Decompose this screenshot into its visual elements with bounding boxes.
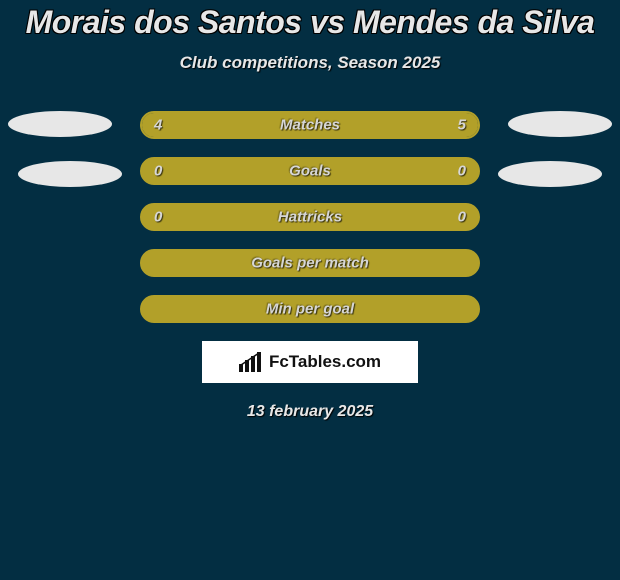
decor-ellipse-left-2 xyxy=(18,161,122,187)
vs-separator: vs xyxy=(310,4,353,40)
stat-value-right: 0 xyxy=(458,163,466,180)
stat-label: Min per goal xyxy=(142,301,478,318)
page-title: Morais dos Santos vs Mendes da Silva xyxy=(0,4,620,41)
logo-text: FcTables.com xyxy=(269,352,381,372)
stat-value-left: 4 xyxy=(154,117,162,134)
stat-value-left: 0 xyxy=(154,209,162,226)
stat-row: 45Matches xyxy=(140,111,480,139)
player-right-name: Mendes da Silva xyxy=(353,4,594,40)
date-label: 13 february 2025 xyxy=(0,403,620,421)
stat-rows: 45Matches00Goals00HattricksGoals per mat… xyxy=(140,111,480,323)
stat-row: Goals per match xyxy=(140,249,480,277)
fctables-logo[interactable]: FcTables.com xyxy=(202,341,418,383)
stat-value-right: 5 xyxy=(458,117,466,134)
decor-ellipse-left-1 xyxy=(8,111,112,137)
stat-row: Min per goal xyxy=(140,295,480,323)
stat-row: 0 0Goals xyxy=(140,157,480,185)
decor-ellipse-right-1 xyxy=(508,111,612,137)
subtitle: Club competitions, Season 2025 xyxy=(0,53,620,73)
bars-icon xyxy=(239,352,265,372)
stat-value-right: 0 xyxy=(458,209,466,226)
player-left-name: Morais dos Santos xyxy=(26,4,302,40)
stat-label: Goals per match xyxy=(142,255,478,272)
bar-left xyxy=(142,113,291,137)
decor-ellipse-right-2 xyxy=(498,161,602,187)
comparison-content: 45Matches00Goals00HattricksGoals per mat… xyxy=(0,111,620,421)
bar-right xyxy=(291,113,478,137)
stat-row: 0 0Hattricks xyxy=(140,203,480,231)
stat-label: Goals xyxy=(142,163,478,180)
stat-value-left: 0 xyxy=(154,163,162,180)
stat-label: Hattricks xyxy=(142,209,478,226)
